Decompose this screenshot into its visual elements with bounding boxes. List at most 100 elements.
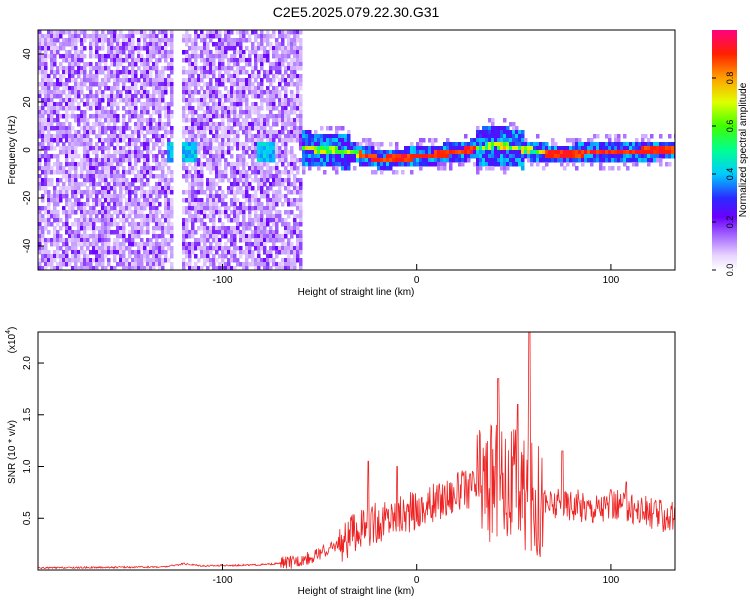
- heatmap-cell: [134, 254, 138, 259]
- heatmap-cell: [239, 66, 243, 71]
- heatmap-cell: [260, 142, 264, 147]
- heatmap-cell: [560, 158, 564, 163]
- heatmap-cell: [131, 58, 135, 63]
- heatmap-cell: [608, 158, 612, 163]
- heatmap-cell: [125, 122, 129, 127]
- heatmap-cell: [290, 258, 294, 263]
- heatmap-cell: [95, 198, 99, 203]
- heatmap-cell: [263, 90, 267, 95]
- heatmap-cell: [71, 178, 75, 183]
- heatmap-cell: [62, 82, 66, 87]
- heatmap-cell: [122, 186, 126, 191]
- heatmap-cell: [191, 126, 195, 131]
- heatmap-cell: [608, 142, 612, 147]
- heatmap-cell: [167, 222, 171, 227]
- heatmap-cell: [194, 218, 198, 223]
- heatmap-cell: [77, 114, 81, 119]
- heatmap-cell: [500, 130, 504, 135]
- heatmap-cell: [407, 154, 411, 159]
- heatmap-cell: [215, 86, 219, 91]
- heatmap-cell: [92, 166, 96, 171]
- heatmap-cell: [191, 110, 195, 115]
- heatmap-cell: [269, 174, 273, 179]
- heatmap-cell: [65, 202, 69, 207]
- heatmap-cell: [146, 194, 150, 199]
- heatmap-cell: [59, 186, 63, 191]
- heatmap-cell: [71, 126, 75, 131]
- heatmap-cell: [305, 142, 309, 147]
- heatmap-cell: [62, 86, 66, 91]
- heatmap-cell: [203, 42, 207, 47]
- heatmap-cell: [194, 142, 198, 147]
- heatmap-cell: [137, 98, 141, 103]
- heatmap-cell: [149, 54, 153, 59]
- heatmap-cell: [326, 162, 330, 167]
- heatmap-cell: [509, 162, 513, 167]
- heatmap-cell: [164, 102, 168, 107]
- heatmap-cell: [569, 146, 573, 151]
- heatmap-cell: [203, 90, 207, 95]
- heatmap-cell: [83, 70, 87, 75]
- heatmap-cell: [476, 162, 480, 167]
- heatmap-cell: [152, 66, 156, 71]
- heatmap-cell: [242, 158, 246, 163]
- heatmap-cell: [101, 98, 105, 103]
- heatmap-cell: [137, 198, 141, 203]
- heatmap-cell: [92, 146, 96, 151]
- heatmap-cell: [164, 194, 168, 199]
- heatmap-cell: [209, 198, 213, 203]
- heatmap-cell: [323, 170, 327, 175]
- heatmap-cell: [242, 154, 246, 159]
- heatmap-cell: [92, 190, 96, 195]
- heatmap-cell: [482, 154, 486, 159]
- heatmap-cell: [68, 106, 72, 111]
- heatmap-cell: [371, 162, 375, 167]
- heatmap-cell: [155, 246, 159, 251]
- heatmap-cell: [272, 150, 276, 155]
- heatmap-cell: [485, 126, 489, 131]
- heatmap-cell: [158, 114, 162, 119]
- heatmap-cell: [98, 46, 102, 51]
- heatmap-cell: [131, 258, 135, 263]
- heatmap-cell: [500, 138, 504, 143]
- heatmap-cell: [80, 50, 84, 55]
- heatmap-cell: [62, 126, 66, 131]
- heatmap-cell: [119, 134, 123, 139]
- heatmap-cell: [308, 162, 312, 167]
- heatmap-cell: [296, 94, 300, 99]
- heatmap-cell: [143, 34, 147, 39]
- heatmap-cell: [269, 78, 273, 83]
- heatmap-cell: [38, 130, 42, 135]
- heatmap-cell: [158, 210, 162, 215]
- heatmap-cell: [65, 222, 69, 227]
- heatmap-cell: [290, 46, 294, 51]
- heatmap-cell: [167, 130, 171, 135]
- heatmap-cell: [281, 74, 285, 79]
- heatmap-cell: [272, 178, 276, 183]
- heatmap-cell: [119, 246, 123, 251]
- heatmap-cell: [80, 134, 84, 139]
- heatmap-cell: [149, 262, 153, 267]
- heatmap-cell: [101, 122, 105, 127]
- heatmap-cell: [80, 46, 84, 51]
- heatmap-cell: [83, 74, 87, 79]
- heatmap-cell: [509, 138, 513, 143]
- heatmap-cell: [299, 190, 303, 195]
- heatmap-cell: [272, 142, 276, 147]
- heatmap-cell: [98, 126, 102, 131]
- heatmap-cell: [260, 34, 264, 39]
- heatmap-cell: [395, 154, 399, 159]
- heatmap-cell: [53, 126, 57, 131]
- heatmap-cell: [140, 70, 144, 75]
- heatmap-cell: [296, 90, 300, 95]
- heatmap-cell: [281, 222, 285, 227]
- heatmap-cell: [155, 258, 159, 263]
- heatmap-cell: [41, 146, 45, 151]
- heatmap-cell: [158, 222, 162, 227]
- heatmap-cell: [167, 106, 171, 111]
- heatmap-cell: [56, 126, 60, 131]
- heatmap-cell: [380, 150, 384, 155]
- heatmap-cell: [38, 146, 42, 151]
- heatmap-cell: [260, 30, 264, 35]
- heatmap-cell: [44, 262, 48, 267]
